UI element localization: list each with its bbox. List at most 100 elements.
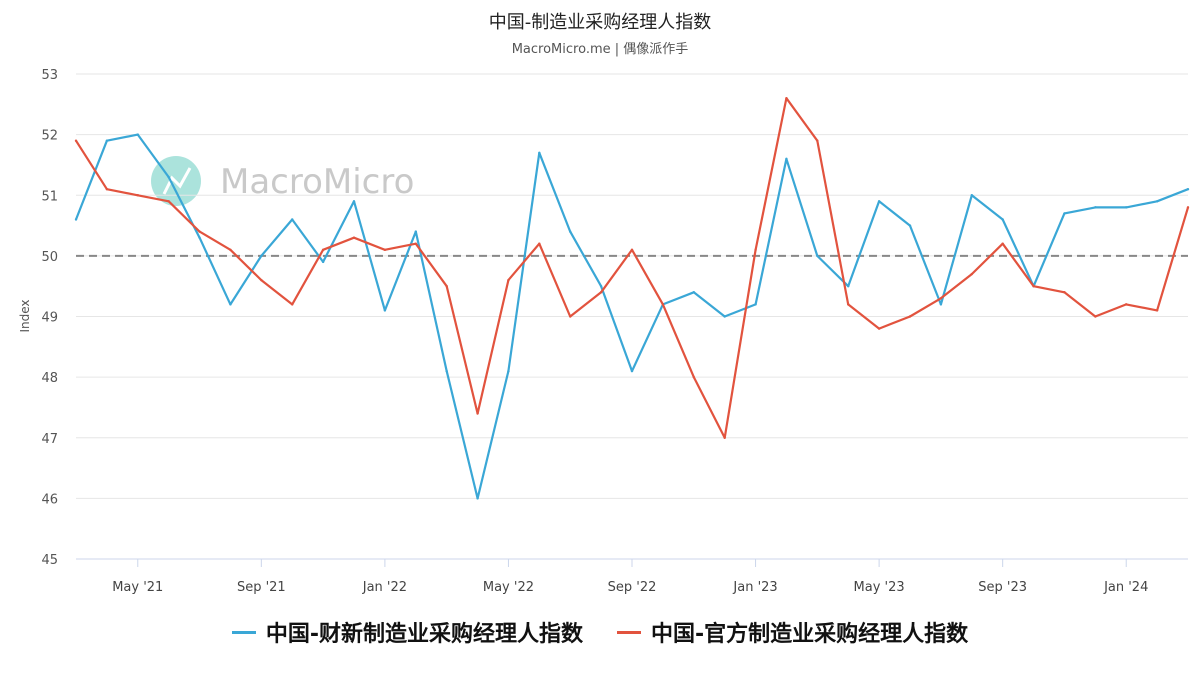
data-point-official-2022-05 [507, 278, 510, 282]
data-point-official-2023-03 [816, 139, 819, 142]
data-point-caixin-2021-04 [105, 139, 109, 142]
data-point-caixin-2023-08 [970, 194, 973, 197]
data-point-official-2021-04 [105, 187, 109, 191]
data-point-official-2024-01 [1125, 303, 1128, 306]
data-point-official-2023-11 [1063, 291, 1066, 294]
data-point-official-2022-12 [723, 436, 726, 439]
data-point-caixin-2023-06 [908, 224, 912, 227]
data-point-official-2022-06 [538, 242, 541, 245]
data-point-official-2023-01 [754, 248, 757, 252]
data-point-official-2021-06 [167, 200, 170, 203]
y-tick-label-49: 49 [41, 311, 58, 326]
x-tick-label-2021-09: Sep '21 [237, 580, 286, 595]
data-point-caixin-2023-12 [1094, 206, 1097, 209]
data-point-official-2021-07 [198, 230, 201, 233]
y-tick-label-47: 47 [41, 432, 58, 447]
data-point-caixin-2023-04 [847, 284, 850, 288]
data-point-caixin-2021-09 [260, 254, 263, 258]
y-tick-label-46: 46 [41, 492, 58, 507]
y-tick-label-50: 50 [41, 250, 58, 265]
x-tick-label-2022-09: Sep '22 [608, 580, 657, 595]
data-point-official-2022-09 [630, 248, 634, 252]
data-point-caixin-2023-11 [1063, 212, 1066, 215]
x-tick-label-2022-05: May '22 [483, 580, 534, 595]
chart-subtitle: MacroMicro.me | 偶像派作手 [511, 42, 689, 57]
data-point-caixin-2023-07 [939, 303, 943, 306]
data-point-official-2022-04 [476, 412, 479, 415]
x-tick-label-2023-05: May '23 [854, 580, 905, 595]
data-point-caixin-2023-05 [877, 200, 881, 203]
data-point-caixin-2023-09 [1001, 218, 1004, 221]
data-point-caixin-2023-02 [785, 157, 788, 161]
legend-swatch-caixin [231, 630, 256, 634]
data-point-official-2021-12 [352, 236, 356, 239]
data-point-official-2022-11 [692, 375, 695, 379]
data-point-caixin-2022-07 [569, 230, 572, 233]
legend[interactable]: 中国-财新制造业采购经理人指数 中国-官方制造业采购经理人指数 [0, 616, 1200, 648]
data-point-caixin-2024-02 [1155, 200, 1159, 203]
data-point-caixin-2021-10 [291, 218, 294, 221]
legend-label-official: 中国-官方制造业采购经理人指数 [651, 622, 969, 647]
data-point-official-2023-12 [1094, 315, 1097, 318]
data-point-official-2022-01 [383, 248, 387, 252]
data-point-caixin-2021-07 [198, 236, 201, 239]
data-point-official-2021-08 [229, 248, 232, 252]
legend-swatch-official [617, 630, 641, 634]
data-point-caixin-2023-01 [754, 303, 757, 306]
x-tick-label-2024-01: Jan '24 [1103, 580, 1148, 595]
x-tick-label-2021-05: May '21 [112, 580, 163, 595]
data-point-official-2021-11 [321, 248, 325, 252]
data-point-caixin-2021-05 [136, 133, 139, 136]
data-point-official-2023-07 [939, 297, 943, 300]
x-tick-label-2023-01: Jan '23 [732, 580, 777, 595]
data-point-official-2023-06 [908, 315, 912, 318]
x-tick-label-2023-09: Sep '23 [978, 580, 1027, 595]
legend-label-caixin: 中国-财新制造业采购经理人指数 [265, 622, 583, 647]
data-point-official-2024-02 [1155, 309, 1159, 312]
data-point-official-2023-10 [1032, 284, 1035, 288]
y-axis-label: Index [18, 299, 32, 332]
watermark-text: MacroMicro [220, 162, 414, 202]
data-point-caixin-2022-12 [723, 315, 726, 318]
legend-item-caixin[interactable]: 中国-财新制造业采购经理人指数 [231, 616, 583, 648]
series-line-official [75, 97, 1190, 439]
data-point-caixin-2022-02 [414, 230, 417, 233]
data-point-official-2022-03 [445, 284, 448, 288]
y-tick-label-45: 45 [41, 553, 58, 568]
y-tick-label-48: 48 [41, 371, 58, 386]
watermark-logo-mark [162, 167, 192, 195]
legend-item-official[interactable]: 中国-官方制造业采购经理人指数 [617, 616, 968, 648]
x-tick-label-2022-01: Jan '22 [362, 580, 407, 595]
line-chart: MacroMicro 45 46 47 48 49 50 51 52 53 Index May '21… [18, 68, 1190, 595]
data-point-caixin-2021-12 [352, 200, 356, 203]
data-point-official-2021-10 [291, 303, 294, 306]
data-point-caixin-2022-09 [630, 369, 634, 373]
chart-title: 中国-制造业采购经理人指数 [488, 12, 712, 33]
data-point-caixin-2021-08 [229, 303, 232, 306]
data-point-official-2021-03 [74, 139, 78, 142]
data-point-caixin-2024-01 [1125, 206, 1128, 209]
y-tick-label-52: 52 [41, 129, 58, 144]
data-point-caixin-2022-08 [599, 284, 603, 288]
data-point-caixin-2024-03 [1186, 187, 1190, 191]
y-tick-label-53: 53 [41, 68, 58, 83]
data-point-caixin-2021-11 [321, 260, 325, 264]
data-point-caixin-2022-11 [692, 291, 695, 294]
data-point-caixin-2022-04 [476, 497, 479, 500]
data-point-caixin-2022-05 [507, 369, 510, 373]
data-point-official-2021-05 [136, 194, 139, 197]
data-point-official-2021-09 [260, 278, 263, 282]
data-point-official-2022-08 [599, 291, 603, 294]
data-point-official-2023-04 [847, 303, 850, 306]
data-point-official-2023-08 [970, 272, 973, 276]
data-point-caixin-2022-03 [445, 369, 448, 373]
data-point-official-2024-03 [1186, 206, 1190, 209]
data-point-official-2022-10 [661, 303, 665, 306]
data-point-caixin-2021-03 [74, 218, 78, 221]
y-tick-label-51: 51 [41, 189, 58, 204]
data-point-official-2022-07 [569, 315, 572, 318]
data-point-caixin-2022-01 [383, 309, 387, 312]
data-point-caixin-2022-06 [538, 151, 541, 155]
data-point-caixin-2021-06 [167, 175, 170, 179]
data-point-official-2022-02 [414, 242, 417, 245]
